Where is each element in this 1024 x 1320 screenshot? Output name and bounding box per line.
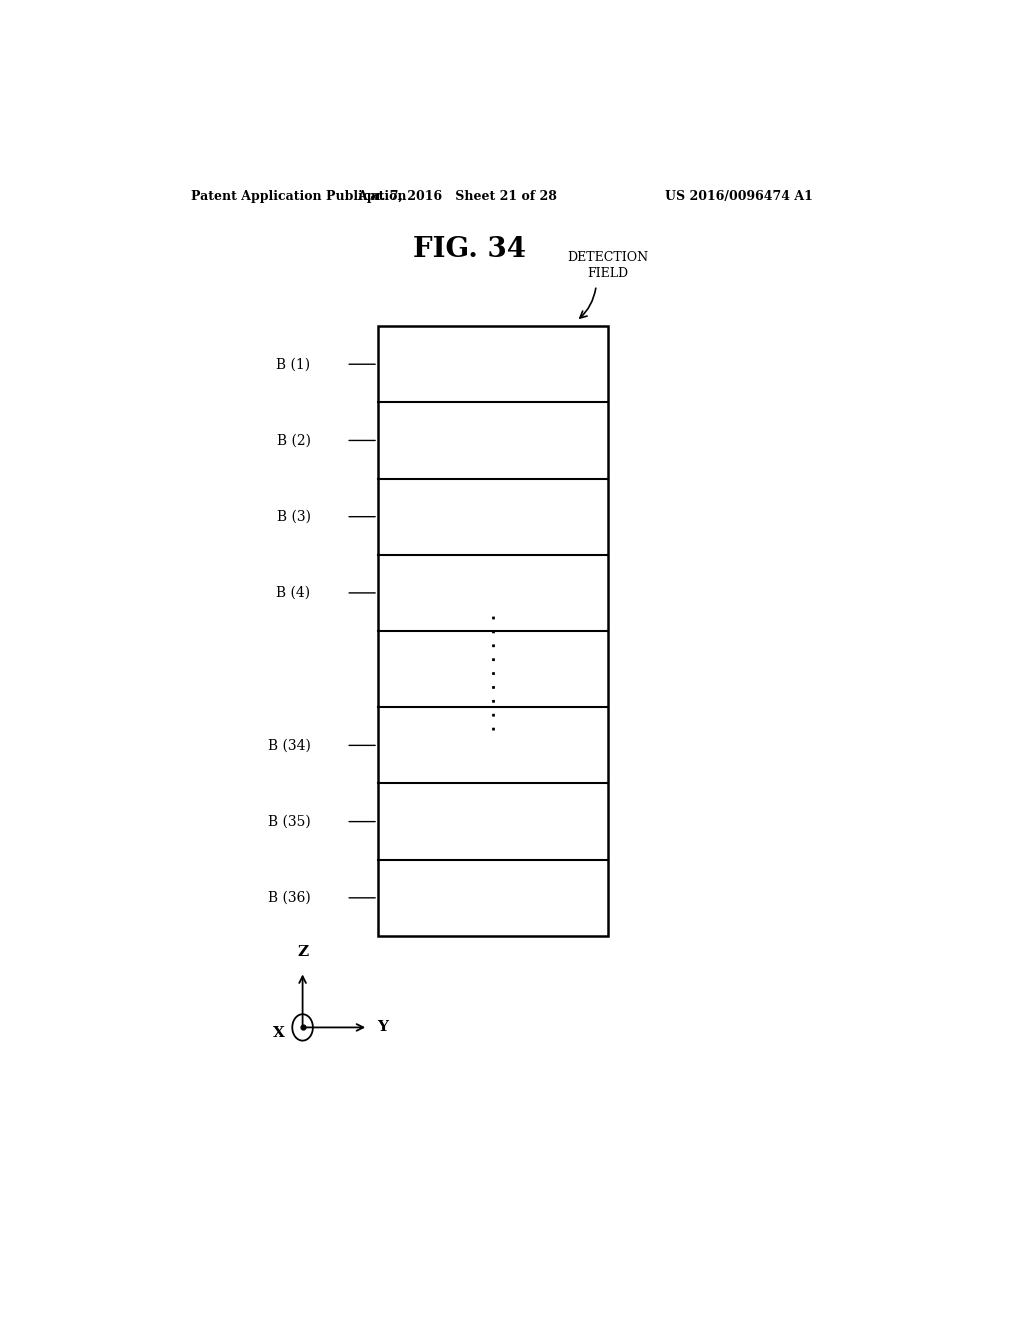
Text: DETECTION
FIELD: DETECTION FIELD xyxy=(567,251,648,280)
Text: Y: Y xyxy=(378,1020,388,1035)
Bar xyxy=(378,326,608,936)
Text: Z: Z xyxy=(297,945,308,960)
Text: B (35): B (35) xyxy=(268,814,310,829)
Text: B (36): B (36) xyxy=(268,891,310,904)
Text: Patent Application Publication: Patent Application Publication xyxy=(191,190,407,202)
Text: US 2016/0096474 A1: US 2016/0096474 A1 xyxy=(666,190,813,202)
Text: Apr. 7, 2016   Sheet 21 of 28: Apr. 7, 2016 Sheet 21 of 28 xyxy=(357,190,557,202)
Text: B (3): B (3) xyxy=(276,510,310,524)
Text: B (4): B (4) xyxy=(276,586,310,599)
Text: B (34): B (34) xyxy=(267,738,310,752)
Text: B (1): B (1) xyxy=(276,358,310,371)
Text: B (2): B (2) xyxy=(276,433,310,447)
Text: X: X xyxy=(272,1026,285,1040)
Text: FIG. 34: FIG. 34 xyxy=(413,236,525,264)
